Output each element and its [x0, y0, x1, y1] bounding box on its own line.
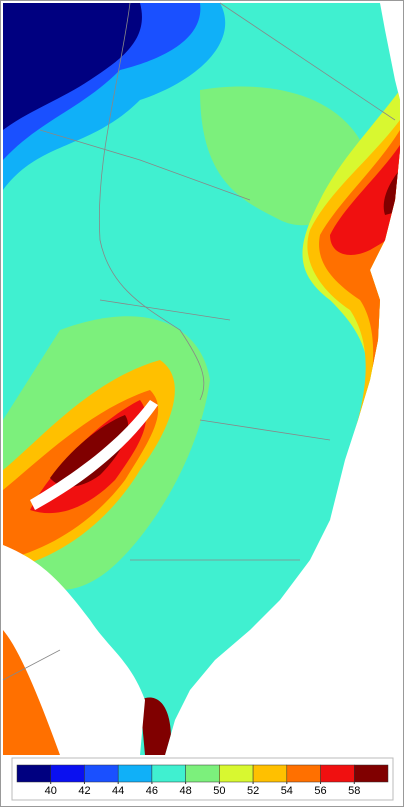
- band: [50, 415, 129, 487]
- map: [2, 2, 400, 755]
- band: [3, 3, 142, 130]
- legend-label: 50: [213, 785, 225, 797]
- legend-label: 42: [78, 785, 90, 797]
- legend-swatch: [354, 764, 389, 783]
- legend-swatch: [185, 764, 220, 783]
- legend-swatch: [16, 764, 51, 783]
- legend-label: 44: [112, 785, 124, 797]
- band: [330, 145, 400, 255]
- legend-label: 52: [247, 785, 259, 797]
- legend-swatch: [320, 764, 355, 783]
- legend-swatch: [219, 764, 254, 783]
- legend: 40 42 44 46 48 50 52 54 56 58: [16, 764, 389, 797]
- band: [200, 86, 362, 226]
- legend-label: 54: [281, 785, 293, 797]
- legend-label: 40: [45, 785, 57, 797]
- delaware-bay: [3, 545, 145, 755]
- legend-swatch: [286, 764, 321, 783]
- legend-label: 48: [180, 785, 192, 797]
- legend-swatch: [252, 764, 288, 783]
- legend-label: 56: [314, 785, 326, 797]
- delaware-river: [30, 400, 158, 510]
- legend-swatch: [50, 764, 85, 783]
- legend-swatch: [151, 764, 186, 783]
- band: [140, 697, 171, 755]
- legend-swatch: [117, 764, 153, 783]
- legend-swatch: [84, 764, 119, 783]
- legend-label: 58: [348, 785, 360, 797]
- legend-label: 46: [146, 785, 158, 797]
- boundaries: [2, 2, 396, 681]
